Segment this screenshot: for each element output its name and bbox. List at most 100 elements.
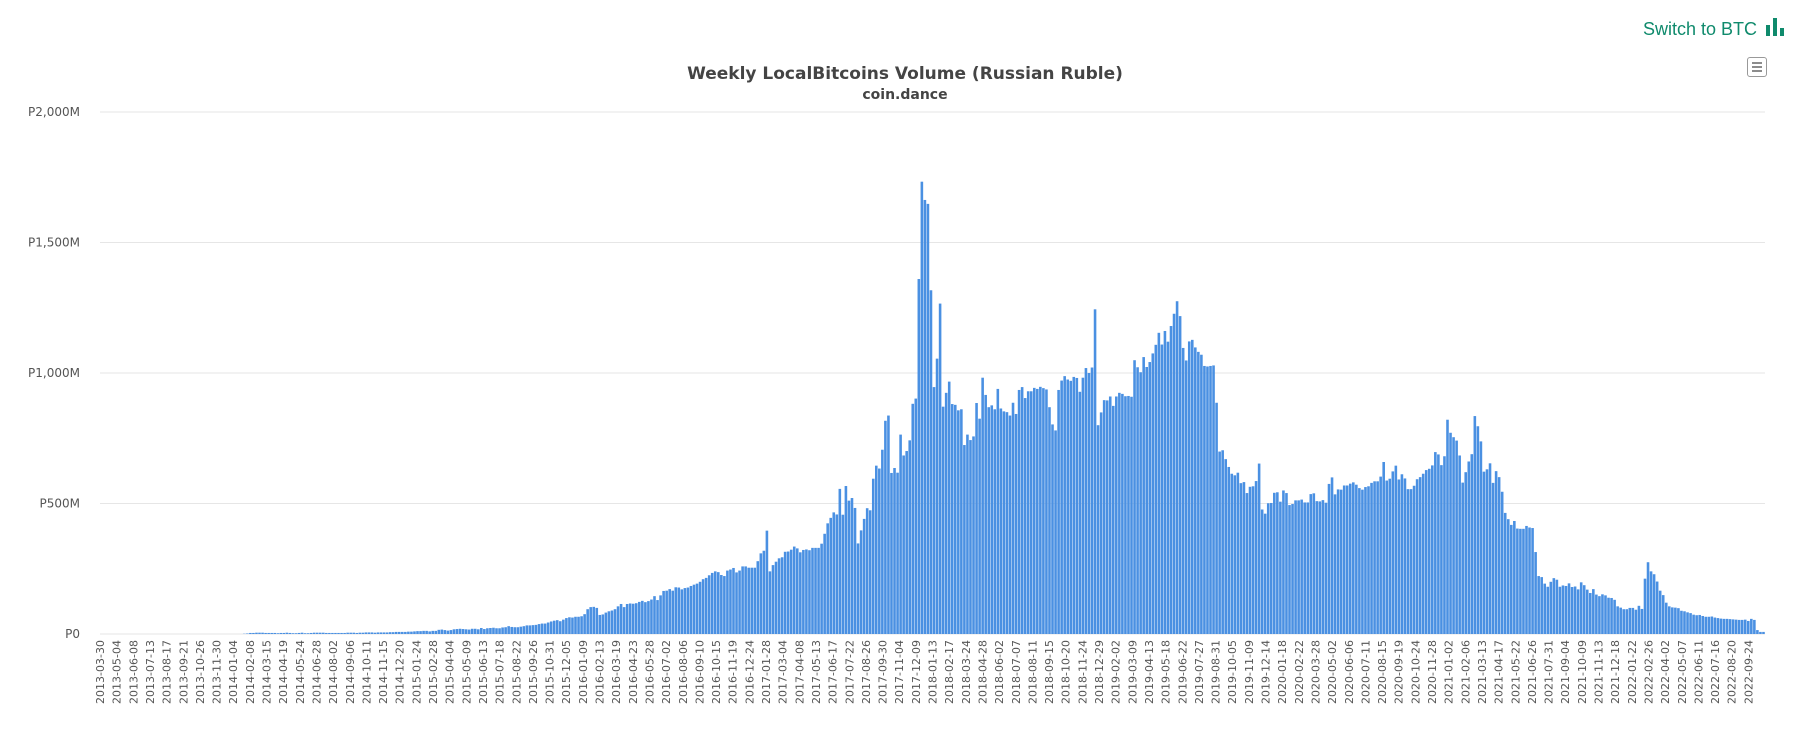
bar — [601, 614, 605, 634]
x-tick-label: 2016-02-13 — [594, 640, 607, 704]
bar — [868, 510, 872, 634]
bar — [771, 565, 775, 634]
bar — [1537, 576, 1540, 634]
bar — [543, 623, 547, 634]
bar — [1187, 341, 1191, 634]
x-tick-label: 2016-03-19 — [610, 640, 623, 704]
bar — [437, 629, 441, 634]
bar — [1124, 396, 1127, 634]
bar — [1595, 594, 1598, 634]
bar — [1345, 485, 1349, 634]
bar — [1163, 330, 1167, 634]
bar — [756, 561, 760, 634]
x-tick-label: 2021-09-04 — [1559, 640, 1572, 704]
x-tick-label: 2013-03-30 — [94, 640, 107, 704]
bar — [555, 620, 559, 634]
bar — [1701, 615, 1705, 634]
bar — [1358, 488, 1361, 634]
bar — [732, 567, 735, 634]
bar — [1048, 407, 1051, 634]
bar — [957, 410, 960, 634]
bar — [394, 631, 398, 634]
bar — [1203, 365, 1206, 634]
x-tick-label: 2022-06-11 — [1692, 640, 1705, 704]
bar — [1336, 489, 1340, 634]
bar — [483, 629, 486, 634]
bar — [571, 617, 574, 634]
bar — [774, 561, 778, 634]
bar — [1376, 481, 1379, 634]
bar — [1762, 631, 1765, 634]
bar — [1668, 606, 1671, 634]
chart-menu-button[interactable] — [1747, 57, 1767, 77]
x-tick-label: 2020-06-06 — [1343, 640, 1356, 704]
bar — [1601, 594, 1604, 634]
bar — [887, 415, 890, 634]
bar — [583, 614, 586, 634]
bar — [1534, 552, 1537, 634]
bar — [625, 603, 629, 634]
bar — [1637, 605, 1641, 634]
bar — [1011, 402, 1015, 634]
bar — [1063, 376, 1066, 634]
x-tick-label: 2015-01-24 — [410, 640, 423, 704]
bar — [1722, 618, 1726, 634]
bar — [1105, 400, 1109, 634]
bar — [349, 632, 352, 634]
bar — [671, 590, 675, 634]
bar — [1190, 339, 1194, 634]
x-axis-labels: 2013-03-30 2013-05-04 2013-06-08 2013-07-13… — [94, 640, 1755, 704]
bar — [1506, 519, 1510, 634]
bar — [990, 405, 994, 634]
bar — [1750, 618, 1753, 634]
bar — [309, 632, 313, 634]
bar — [367, 632, 371, 634]
bar — [1725, 618, 1729, 634]
x-tick-label: 2020-11-28 — [1426, 640, 1439, 704]
bar — [525, 625, 529, 634]
bar — [683, 588, 687, 634]
bar — [303, 633, 307, 634]
bar — [1014, 413, 1018, 634]
bar — [1479, 441, 1483, 634]
bar — [960, 409, 963, 634]
bar — [641, 600, 644, 634]
bar — [1482, 471, 1486, 634]
bar — [1032, 387, 1036, 634]
bar — [1051, 424, 1054, 634]
bar — [443, 630, 447, 634]
y-axis-labels: P0 P500M P1,000M P1,500M P2,000M — [28, 105, 80, 641]
bar — [823, 533, 826, 634]
bar — [817, 547, 820, 634]
bar — [1263, 513, 1267, 634]
bar — [1218, 451, 1221, 634]
x-tick-label: 2018-06-02 — [993, 640, 1006, 704]
bar — [1069, 380, 1073, 634]
bar — [1598, 596, 1601, 634]
bar — [1519, 528, 1522, 634]
bar — [446, 630, 450, 634]
bar — [1756, 630, 1759, 634]
bar — [1467, 461, 1471, 634]
bar — [720, 575, 723, 634]
bar — [1236, 472, 1240, 634]
bar — [340, 632, 343, 634]
bar — [1406, 489, 1410, 634]
x-tick-label: 2019-12-14 — [1260, 640, 1273, 704]
x-tick-label: 2015-05-09 — [460, 640, 473, 704]
bar — [917, 279, 921, 634]
bar — [312, 632, 316, 634]
bar — [653, 596, 656, 634]
bar — [1528, 527, 1531, 634]
bar — [1698, 614, 1701, 634]
bar — [361, 632, 365, 634]
switch-to-btc-link[interactable]: Switch to BTC — [1643, 18, 1785, 41]
x-tick-label: 2022-08-20 — [1726, 640, 1739, 704]
bar — [692, 584, 696, 634]
bar — [592, 606, 596, 634]
x-tick-label: 2016-12-24 — [743, 640, 756, 704]
bar — [1680, 610, 1683, 634]
bar — [531, 625, 535, 634]
x-tick-label: 2017-06-17 — [827, 640, 840, 704]
x-tick-label: 2015-08-22 — [510, 640, 523, 704]
